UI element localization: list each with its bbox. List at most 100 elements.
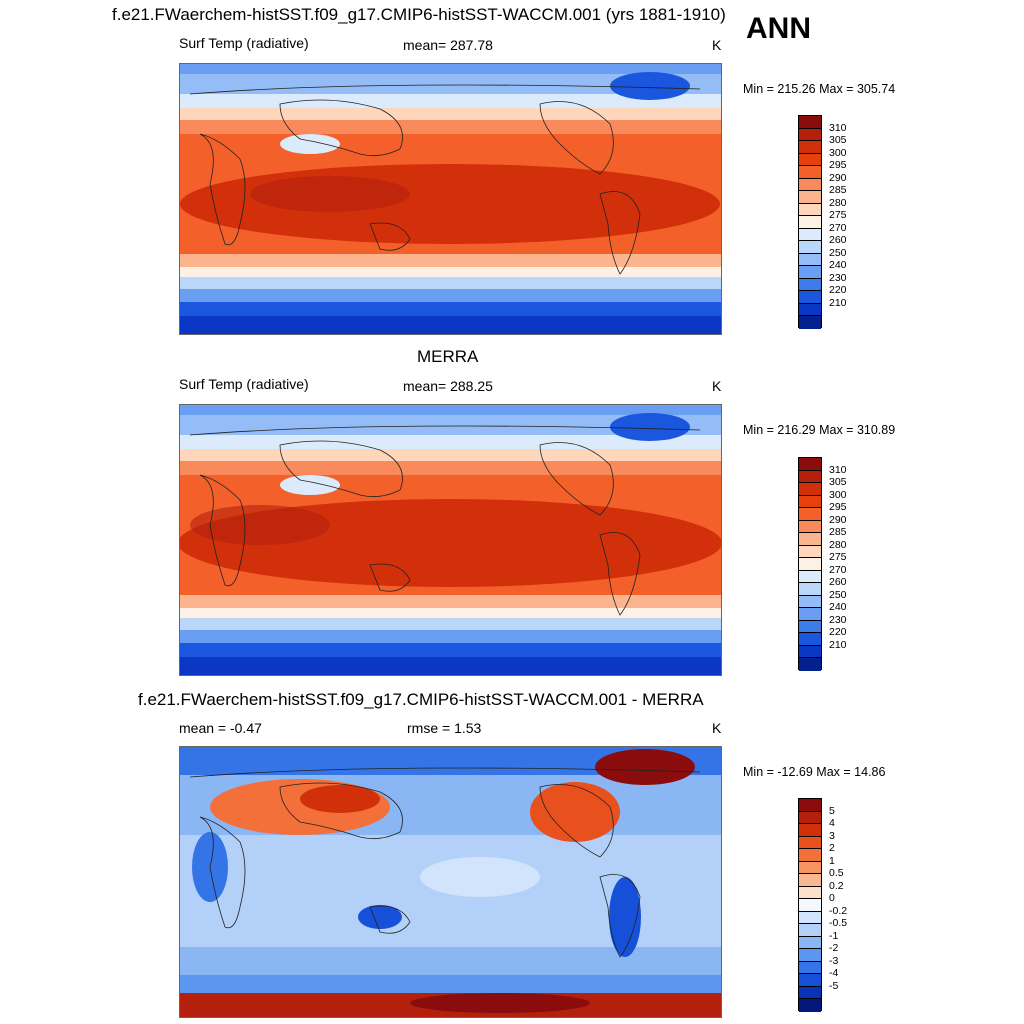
colorbar-tick-label: 0.2 [829, 879, 844, 892]
colorbar-box [799, 508, 821, 521]
colorbar-box [799, 836, 821, 850]
colorbar-box [799, 645, 821, 659]
colorbar-box [799, 583, 821, 596]
colorbar-tick-label: 230 [829, 613, 847, 626]
colorbar-box [799, 141, 821, 154]
panel-2-minmax: Min = 216.29 Max = 310.89 [743, 423, 896, 437]
colorbar-box [799, 153, 821, 167]
colorbar-tick-label: 240 [829, 259, 847, 272]
colorbar-tick-label: 310 [829, 121, 847, 134]
colorbar-tick-label: 310 [829, 463, 847, 476]
colorbar-tick-label: 220 [829, 284, 847, 297]
colorbar-tick-label: 305 [829, 476, 847, 489]
panel-3-minmax: Min = -12.69 Max = 14.86 [743, 765, 886, 779]
panel-1-map-field [180, 64, 721, 334]
colorbar-box [799, 483, 821, 496]
colorbar-tick-label: 280 [829, 196, 847, 209]
panel-3-mean-label: mean = -0.47 [179, 720, 262, 736]
colorbar-box [799, 986, 821, 1000]
panel-1-map [179, 63, 722, 335]
colorbar-box [799, 116, 821, 129]
colorbar-tick-label: 280 [829, 538, 847, 551]
panel-2-unit-label: K [712, 378, 722, 394]
colorbar-box [799, 128, 821, 142]
panel-3-map-field [180, 747, 721, 1017]
colorbar-tick-label: 2 [829, 842, 835, 855]
panel-3-map [179, 746, 722, 1018]
colorbar-box [799, 811, 821, 825]
colorbar-box [799, 886, 821, 900]
panel-2-map-field [180, 405, 721, 675]
colorbar-box [799, 799, 821, 812]
colorbar-tick-label: 250 [829, 246, 847, 259]
colorbar-box [799, 849, 821, 862]
panel-2-variable-label: Surf Temp (radiative) [179, 376, 309, 392]
panel-2-map [179, 404, 722, 676]
colorbar-box [799, 961, 821, 975]
colorbar-box [799, 633, 821, 646]
colorbar-tick-label: 1 [829, 854, 835, 867]
panel-1-colorbar [798, 115, 822, 329]
colorbar-tick-label: 240 [829, 601, 847, 614]
colorbar-tick-label: 295 [829, 159, 847, 172]
colorbar-box [799, 911, 821, 925]
colorbar-tick-label: 305 [829, 134, 847, 147]
colorbar-tick-label: -0.5 [829, 917, 848, 930]
panel-3-unit-label: K [712, 720, 722, 736]
season-label: ANN [746, 12, 811, 45]
colorbar-tick-label: 0.5 [829, 867, 844, 880]
panel-1-variable-label: Surf Temp (radiative) [179, 35, 309, 51]
colorbar-box [799, 658, 821, 671]
panel-1-minmax: Min = 215.26 Max = 305.74 [743, 82, 896, 96]
colorbar-tick-label: 250 [829, 588, 847, 601]
colorbar-box [799, 228, 821, 242]
colorbar-tick-label: 290 [829, 513, 847, 526]
colorbar-tick-label: -5 [829, 979, 839, 992]
colorbar-tick-label: 260 [829, 234, 847, 247]
colorbar-box [799, 216, 821, 229]
colorbar-box [799, 470, 821, 484]
panel-3-rmse-label: rmse = 1.53 [407, 720, 482, 736]
colorbar-box [799, 974, 821, 987]
colorbar-tick-label: 210 [829, 638, 847, 651]
colorbar-tick-label: 295 [829, 501, 847, 514]
colorbar-box [799, 266, 821, 279]
colorbar-tick-label: -1 [829, 929, 839, 942]
colorbar-tick-label: 300 [829, 488, 847, 501]
colorbar-box [799, 458, 821, 471]
colorbar-tick-label: -4 [829, 967, 839, 980]
colorbar-box [799, 533, 821, 546]
panel-3-colorbar [798, 798, 822, 1012]
colorbar-box [799, 178, 821, 192]
colorbar-box [799, 191, 821, 204]
colorbar-box [799, 316, 821, 329]
colorbar-tick-label: -3 [829, 954, 839, 967]
colorbar-tick-label: 210 [829, 296, 847, 309]
colorbar-tick-label: 220 [829, 626, 847, 639]
panel-1-title: f.e21.FWaerchem-histSST.f09_g17.CMIP6-hi… [112, 5, 726, 24]
colorbar-box [799, 924, 821, 937]
colorbar-box [799, 999, 821, 1012]
colorbar-tick-label: 285 [829, 526, 847, 539]
colorbar-box [799, 241, 821, 254]
panel-1-unit-label: K [712, 37, 722, 53]
colorbar-box [799, 949, 821, 962]
colorbar-tick-label: 275 [829, 551, 847, 564]
colorbar-box [799, 303, 821, 317]
colorbar-box [799, 291, 821, 304]
colorbar-box [799, 520, 821, 534]
colorbar-tick-label: 275 [829, 209, 847, 222]
colorbar-tick-label: 300 [829, 146, 847, 159]
colorbar-box [799, 545, 821, 559]
colorbar-tick-label: 230 [829, 271, 847, 284]
colorbar-tick-label: 3 [829, 829, 835, 842]
colorbar-box [799, 595, 821, 609]
colorbar-tick-label: -0.2 [829, 904, 848, 917]
colorbar-tick-label: 290 [829, 171, 847, 184]
colorbar-tick-label: 5 [829, 804, 835, 817]
colorbar-box [799, 874, 821, 887]
colorbar-tick-label: 260 [829, 576, 847, 589]
colorbar-tick-label: 270 [829, 563, 847, 576]
panel-3-title: f.e21.FWaerchem-histSST.f09_g17.CMIP6-hi… [138, 690, 704, 709]
colorbar-box [799, 570, 821, 584]
